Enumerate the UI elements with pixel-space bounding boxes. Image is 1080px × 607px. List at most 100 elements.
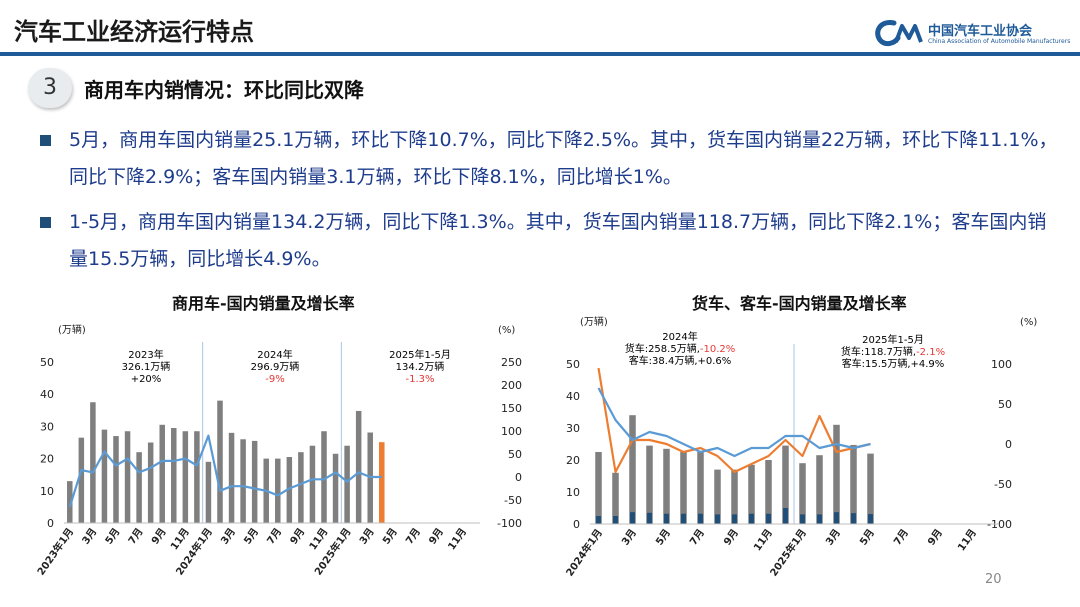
x-axis-tick-label: 7月 (891, 527, 911, 548)
annotation-line: 客车:15.5万辆,+4.9% (842, 357, 945, 370)
bar-sales-2023年10月 (171, 428, 177, 523)
left-axis-unit: (万辆) (580, 315, 608, 328)
bar-货车-2025年4月 (850, 444, 857, 524)
header-divider (0, 52, 1080, 56)
right-axis-tick-label: 250 (501, 356, 522, 369)
bar-货车-2024年10月 (748, 464, 755, 524)
x-axis-tick-label: 9月 (426, 526, 446, 547)
caam-logo-icon (875, 20, 923, 47)
bar-sales-2024年4月 (240, 439, 246, 523)
bar-客车-2024年4月 (647, 512, 652, 524)
bar-sales-2023年11月 (182, 431, 189, 523)
annotation-line: 2023年 (128, 348, 163, 361)
bullet-may-summary: 5月，商用车国内销量25.1万辆，环比下降10.7%，同比下降2.5%。其中，货… (40, 122, 1060, 196)
annotation-line: 货车:118.7万辆,-2.1% (841, 345, 945, 358)
annotation-line: 客车:38.4万辆,+0.6% (629, 354, 732, 367)
left-axis-tick-label: 30 (40, 420, 54, 433)
bar-货车-2025年3月 (833, 424, 840, 524)
x-axis-tick-label: 11月 (168, 526, 192, 552)
bar-sales-2023年1月 (67, 481, 73, 523)
x-axis-tick-label: 5月 (242, 526, 262, 547)
bar-客车-2024年8月 (715, 514, 720, 524)
x-axis-tick-label: 3月 (80, 526, 100, 547)
bar-客车-2025年1月 (800, 514, 805, 524)
annotation-line: 2025年1-5月 (862, 333, 924, 346)
x-axis-tick-label: 3月 (218, 526, 238, 547)
x-axis-tick-label: 7月 (403, 526, 423, 547)
bullet-text: 5月，商用车国内销量25.1万辆，环比下降10.7%，同比下降2.5%。其中，货… (69, 129, 1058, 188)
bar-sales-2024年1月 (205, 461, 212, 523)
x-axis-tick-label: 5月 (857, 527, 877, 548)
right-axis-tick-label: -100 (497, 517, 522, 530)
growth-line-rate (68, 434, 382, 508)
right-axis-tick-label: 50 (998, 398, 1012, 411)
bar-货车-2024年11月 (765, 460, 772, 524)
x-axis-tick-label: 11月 (446, 526, 470, 552)
section-title: 商用车内销情况：环比同比双降 (84, 78, 364, 102)
bullet-ytd-summary: 1-5月，商用车国内销量134.2万辆，同比下降1.3%。其中，货车国内销量11… (40, 204, 1060, 278)
annotation-line: 2025年1-5月 (389, 348, 451, 361)
bar-sales-2023年6月 (124, 431, 131, 523)
x-axis-tick-label: 7月 (687, 527, 707, 548)
x-axis-tick-label: 2024年1月 (563, 526, 605, 578)
bar-sales-2024年8月 (286, 456, 293, 523)
bar-货车-2024年3月 (629, 415, 636, 524)
bar-货车-2024年6月 (680, 452, 687, 524)
chart1-title: 商用车-国内销量及增长率 (172, 294, 355, 313)
x-axis-tick-label: 2023年1月 (34, 525, 76, 577)
bar-客车-2025年4月 (851, 513, 856, 524)
bar-sales-2025年4月 (379, 442, 385, 523)
x-axis-tick-label: 3月 (357, 526, 377, 547)
bar-sales-2023年3月 (90, 402, 96, 523)
annotation-line: 326.1万辆 (122, 360, 171, 373)
slide-header: 汽车工业经济运行特点 中国汽车工业协会 China Association of… (0, 0, 1080, 60)
x-axis-tick-label: 9月 (925, 527, 945, 548)
right-axis-unit: (%) (498, 325, 515, 336)
bar-客车-2024年7月 (698, 513, 703, 524)
logo-english-name: China Association of Automobile Manufact… (928, 38, 1071, 45)
right-axis-unit: (%) (1020, 317, 1037, 328)
section-number-badge: 3 (28, 68, 72, 108)
bar-sales-2023年7月 (136, 452, 142, 523)
left-axis-tick-label: 50 (40, 356, 54, 369)
bar-货车-2024年7月 (697, 452, 704, 524)
right-axis-tick-label: -50 (504, 494, 522, 507)
left-axis-tick-label: 10 (566, 486, 580, 499)
bar-货车-2025年1月 (799, 463, 806, 524)
bar-sales-2024年3月 (228, 432, 235, 523)
annotation-line: +20% (131, 374, 162, 385)
annotation-line: 2024年 (662, 330, 697, 343)
x-axis-tick-label: 3月 (823, 527, 843, 548)
page-title: 汽车工业经济运行特点 (14, 18, 254, 46)
section-heading: 3 商用车内销情况：环比同比双降 (28, 68, 468, 110)
bar-sales-2023年4月 (101, 429, 108, 523)
x-axis-tick-label: 11月 (751, 527, 775, 553)
bullet-text: 1-5月，商用车国内销量134.2万辆，同比下降1.3%。其中，货车国内销量11… (69, 211, 1047, 270)
annotation-line: -9% (265, 374, 284, 385)
left-axis-tick-label: 50 (566, 358, 580, 371)
caam-logo: 中国汽车工业协会 China Association of Automobile… (872, 18, 1072, 50)
bar-客车-2024年1月 (596, 516, 601, 524)
growth-line-货车 (597, 367, 871, 474)
bar-sales-2024年2月 (217, 400, 223, 523)
x-axis-tick-label: 9月 (721, 527, 741, 548)
bar-客车-2024年3月 (630, 512, 635, 524)
bar-货车-2024年9月 (731, 469, 738, 524)
left-axis-tick-label: 30 (566, 422, 580, 435)
chart2-title: 货车、客车-国内销量及增长率 (692, 294, 907, 313)
bar-客车-2024年6月 (681, 513, 686, 524)
bar-客车-2024年5月 (664, 513, 669, 524)
right-axis-tick-label: -100 (987, 518, 1012, 531)
left-axis-tick-label: 20 (566, 454, 580, 467)
bar-货车-2025年2月 (816, 455, 823, 524)
truck-bus-chart: (万辆) (%) 0 10 20 30 40 50 -100 -50 0 50 100 2024年1月 3月… (563, 315, 1038, 579)
bar-sales-2023年9月 (159, 424, 165, 523)
logo-name: 中国汽车工业协会 (928, 24, 1033, 39)
bar-sales-2024年7月 (275, 458, 281, 523)
right-axis-tick-label: 0 (1005, 438, 1012, 451)
annotation-line: 2024年 (257, 348, 292, 361)
x-axis-tick-label: 7月 (126, 526, 146, 547)
commercial-vehicle-chart: (万辆) (%) 0 10 20 30 40 50 -100 -50 0 50 100 150 200 250… (34, 323, 522, 578)
bar-客车-2024年12月 (783, 508, 788, 524)
right-axis-tick-label: 0 (515, 471, 522, 484)
